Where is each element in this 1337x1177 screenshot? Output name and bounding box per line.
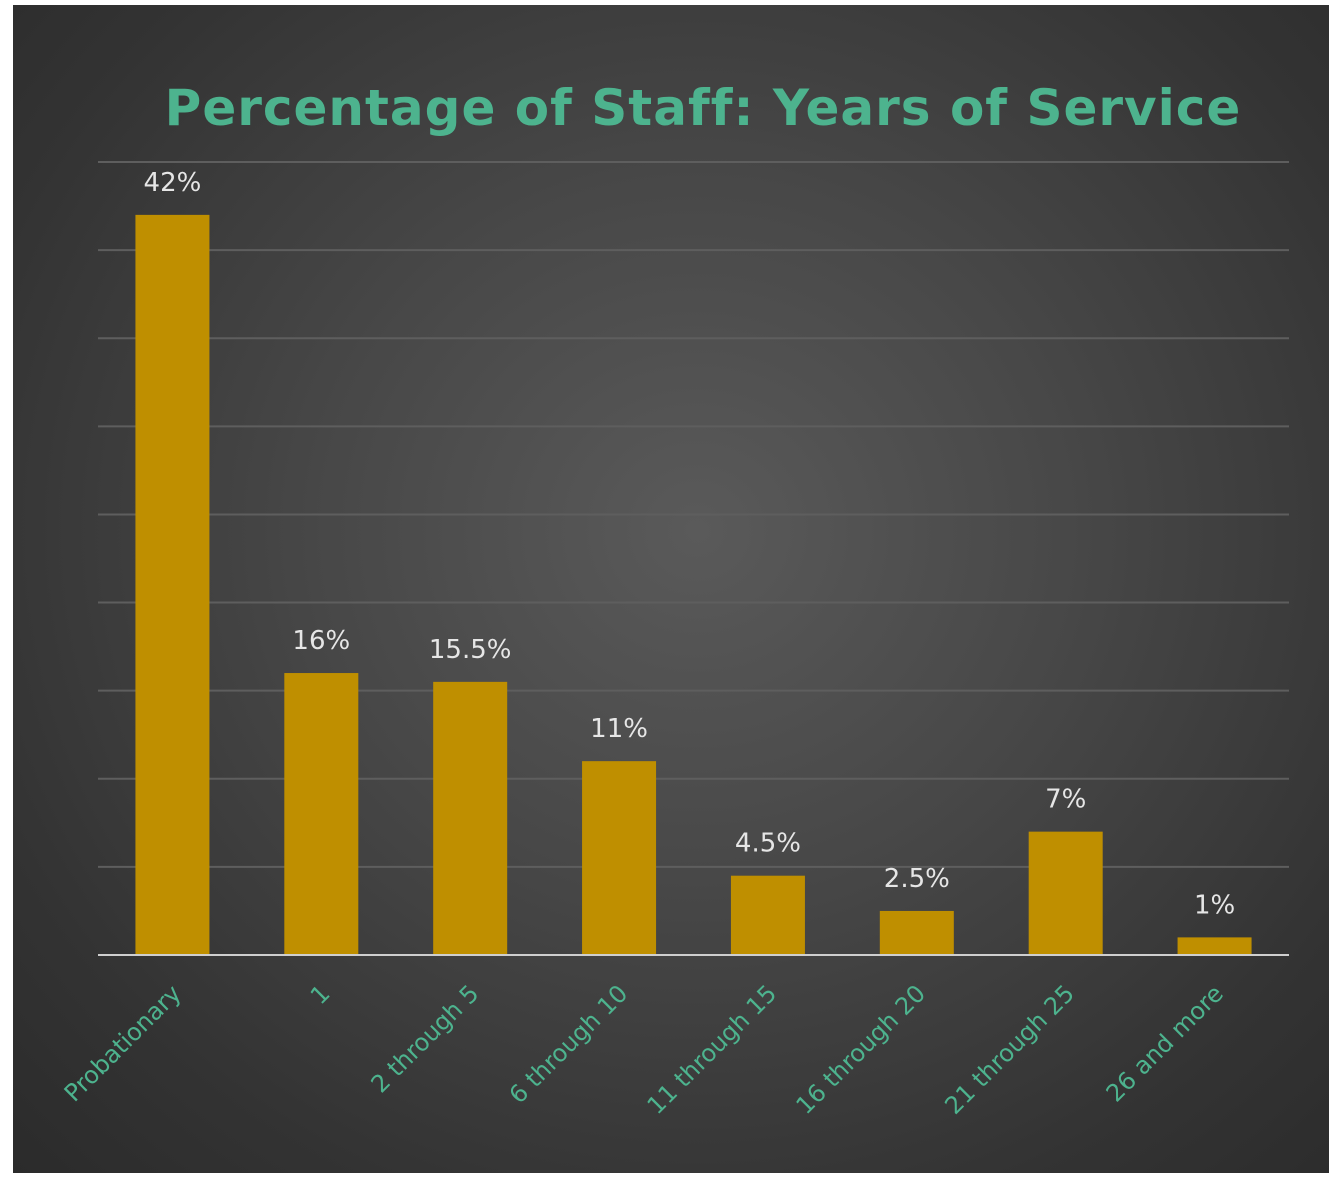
bar (135, 214, 210, 955)
bar (730, 875, 805, 955)
x-tick-label: 2 through 5 (366, 979, 485, 1098)
x-tick-label: 11 through 15 (642, 979, 782, 1119)
x-tick-label: 26 and more (1101, 979, 1229, 1107)
x-tick-label: 16 through 20 (791, 979, 931, 1119)
bar-chart: Percentage of Staff: Years of Service 42… (59, 79, 1289, 1120)
chart-area: Percentage of Staff: Years of Service 42… (13, 5, 1329, 1173)
bar (879, 910, 954, 955)
data-label: 1% (1194, 890, 1235, 920)
bars (135, 214, 1252, 955)
gridlines (98, 161, 1289, 868)
data-label: 15.5% (429, 635, 512, 665)
bar (284, 673, 359, 955)
data-label: 11% (590, 714, 648, 744)
x-tick-label: 6 through 10 (504, 979, 634, 1109)
bar (1028, 831, 1103, 955)
data-labels: 42% 16% 15.5% 11% 4.5% 2.5% 7% 1% (144, 168, 1236, 921)
bar (433, 681, 508, 955)
data-label: 42% (144, 168, 202, 198)
bar (582, 761, 657, 955)
data-label: 16% (292, 626, 350, 656)
x-tick-label: 1 (305, 979, 336, 1010)
data-label: 7% (1045, 785, 1086, 815)
bar (1177, 937, 1252, 955)
chart-title: Percentage of Staff: Years of Service (165, 79, 1242, 137)
x-tick-label: 21 through 25 (939, 979, 1079, 1119)
x-tick-label: Probationary (59, 979, 187, 1107)
data-label: 4.5% (735, 829, 801, 859)
data-label: 2.5% (884, 864, 950, 894)
